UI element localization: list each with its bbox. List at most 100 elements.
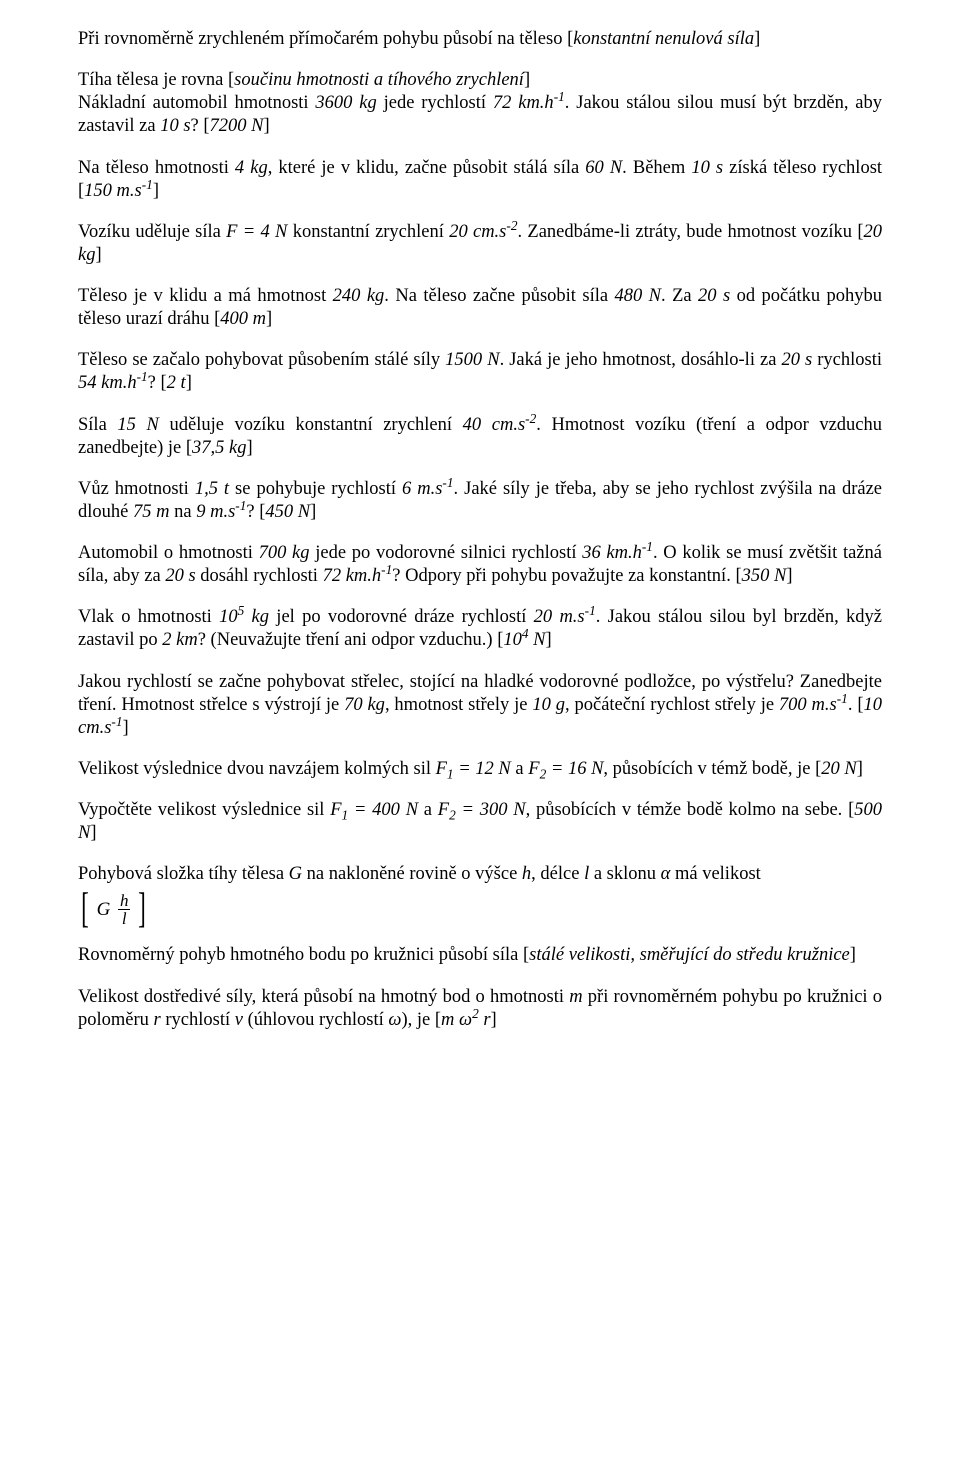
text: Tíha tělesa je rovna [ [78,70,234,90]
italic: 9 m.s [196,502,235,522]
paragraph: Síla 15 N uděluje vozíku konstantní zryc… [78,414,882,460]
text: ] [123,718,129,738]
italic: 700 kg [259,543,310,563]
text: Vlak o hmotnosti [78,607,219,627]
italic: 75 m [133,502,170,522]
superscript: -2 [525,410,536,425]
subscript: 2 [449,808,456,823]
italic: 20 s [698,286,730,306]
italic: F [330,800,341,820]
paragraph: Automobil o hmotnosti 700 kg jede po vod… [78,542,882,588]
italic: 10 s [691,158,723,178]
italic: 2 t [167,373,186,393]
italic: stálé velikosti, směřující do středu kru… [529,945,850,965]
text: a [418,800,438,820]
fraction-numerator: h [118,892,131,910]
text: ? [ [148,373,167,393]
superscript: -1 [554,89,565,104]
italic: 150 m.s [84,181,142,201]
italic: 20 cm.s [449,222,506,242]
text: . Jaká je jeho hmotnost, dosáhlo-li za [500,350,782,370]
superscript: 4 [522,626,529,641]
superscript: -2 [506,218,517,233]
italic: 20 N [821,759,856,779]
text: Automobil o hmotnosti [78,543,259,563]
italic: 1,5 t [195,479,229,499]
text: Velikost dostředivé síly, která působí n… [78,987,569,1007]
italic: h [522,864,531,884]
text: ? [ [246,502,265,522]
text: Vozíku uděluje síla [78,222,226,242]
italic: 10 g [532,695,565,715]
text: Pohybová složka tíhy tělesa [78,864,289,884]
superscript: -1 [137,369,148,384]
superscript: -1 [442,475,453,490]
text: ] [491,1010,497,1030]
subscript: 1 [447,767,454,782]
text: ] [310,502,316,522]
fraction-coeff: G [97,898,111,922]
italic: 37,5 kg [192,438,246,458]
text: Vypočtěte velikost výslednice sil [78,800,330,820]
paragraph: Vozíku uděluje síla F = 4 N konstantní z… [78,221,882,267]
text: . Během [622,158,691,178]
text: ] [246,438,252,458]
paragraph: Rovnoměrný pohyb hmotného bodu po kružni… [78,944,882,967]
paragraph: Velikost dostředivé síly, která působí n… [78,986,882,1032]
superscript: -1 [235,498,246,513]
italic: 40 cm.s [463,415,526,435]
italic: 6 m.s [402,479,442,499]
italic: 60 N [585,158,622,178]
italic: 480 N [615,286,662,306]
superscript: -1 [111,714,122,729]
text: . Na těleso začne působit síla [384,286,614,306]
italic: = 300 N [456,800,526,820]
text: ] [266,309,272,329]
text: ] [545,630,551,650]
italic: 700 m.s [779,695,837,715]
italic: v [235,1010,243,1030]
text: Těleso je v klidu a má hmotnost [78,286,333,306]
left-bracket-icon: [ [81,888,89,930]
right-bracket-icon: ] [138,888,146,930]
italic: 7200 N [210,116,264,136]
text: Síla [78,415,117,435]
fraction-expression: [ G h l ] [78,888,149,930]
superscript: -1 [642,539,653,554]
fraction: G h l [97,892,131,927]
text: . [ [848,695,864,715]
text: ] [263,116,269,136]
text: a sklonu [589,864,660,884]
superscript: -1 [585,603,596,618]
paragraph: Tíha tělesa je rovna [součinu hmotnosti … [78,69,882,92]
text: ] [186,373,192,393]
text: Vůz hmotnosti [78,479,195,499]
italic: 10 [219,607,238,627]
italic: 20 m.s [534,607,585,627]
fraction-column: h l [118,892,131,927]
text: ? (Neuvažujte tření ani odpor vzduchu.) … [198,630,504,650]
paragraph: Vlak o hmotnosti 105 kg jel po vodorovné… [78,606,882,652]
paragraph: Vypočtěte velikost výslednice sil F1 = 4… [78,799,882,845]
text: ] [524,70,530,90]
text: ] [850,945,856,965]
paragraph: Těleso se začalo pohybovat působením stá… [78,349,882,395]
italic: 72 km.h [493,93,554,113]
fraction-denominator: l [118,910,131,927]
italic: 15 N [117,415,158,435]
italic: 400 m [220,309,266,329]
text: ] [90,823,96,843]
text: Těleso se začalo pohybovat působením stá… [78,350,445,370]
paragraph: Nákladní automobil hmotnosti 3600 kg jed… [78,92,882,138]
italic: m ω [441,1010,472,1030]
italic: F = 4 N [226,222,287,242]
italic: součinu hmotnosti a tíhového zrychlení [234,70,524,90]
text: se pohybuje rychlostí [229,479,402,499]
text: ] [786,566,792,586]
italic: 72 km.h [323,566,382,586]
italic: kg [244,607,269,627]
italic: r [479,1010,491,1030]
italic: 20 s [781,350,812,370]
italic: 2 km [162,630,197,650]
italic: F [528,759,539,779]
